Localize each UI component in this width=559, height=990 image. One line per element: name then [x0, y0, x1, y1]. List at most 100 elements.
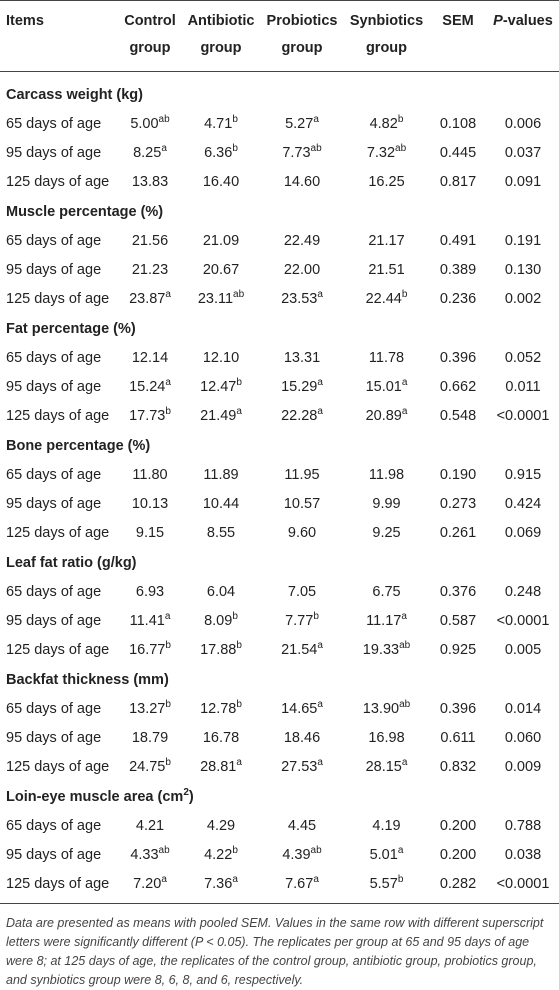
cell-value: 16.98 [368, 730, 405, 746]
table-cell: 0.662 [429, 373, 487, 402]
table-cell: 0.190 [429, 461, 487, 490]
table-cell: 0.611 [429, 724, 487, 753]
cell-value: 6.93 [135, 584, 165, 600]
column-header: SEM [429, 1, 487, 72]
cell-superscript: b [397, 114, 404, 126]
table-row: 65 days of age 6.93 6.04 7.05 6.75 0.376 0.248 [0, 578, 559, 607]
table-cell: 7.73ab [260, 139, 344, 168]
cell-value: 10.44 [202, 496, 240, 512]
table-cell: 13.83 [118, 168, 182, 197]
cell-value: 14.60 [283, 174, 321, 190]
row-label: 95 days of age [6, 379, 102, 395]
cell-superscript: a [401, 611, 407, 623]
table-cell: 0.014 [487, 695, 559, 724]
section-title-text: Muscle percentage (%) [6, 203, 164, 220]
table-cell: 12.14 [118, 344, 182, 373]
cell-value: 8.55 [206, 525, 236, 541]
table-cell: 11.17a [344, 607, 429, 636]
table-cell: 14.60 [260, 168, 344, 197]
column-header-text: P-values [493, 13, 553, 29]
table-cell: 0.052 [487, 344, 559, 373]
cell-value: 0.009 [504, 759, 542, 775]
table-cell: 8.09b [182, 607, 260, 636]
table-row: 65 days of age 11.80 11.89 11.95 11.98 0.190 0… [0, 461, 559, 490]
table-cell: 4.82b [344, 110, 429, 139]
cell-value: 0.248 [504, 584, 542, 600]
cell-value: 4.22 [204, 847, 233, 863]
table-cell: 21.56 [118, 227, 182, 256]
row-label: 95 days of age [6, 496, 102, 512]
table-row: 95 days of age 11.41a 8.09b 7.77b 11.17a 0.58… [0, 607, 559, 636]
column-header: Synbiotics group [344, 1, 429, 72]
table-cell: 9.60 [260, 519, 344, 548]
cell-superscript: ab [158, 114, 170, 126]
cell-value: 9.25 [372, 525, 401, 541]
cell-value: 0.396 [439, 350, 477, 366]
table-row: 125 days of age 9.15 8.55 9.60 9.25 0.261 0.06… [0, 519, 559, 548]
p-letter: P [493, 13, 503, 29]
cell-value: 11.89 [203, 467, 239, 483]
table-cell: 21.17 [344, 227, 429, 256]
section-title-text: Fat percentage (%) [6, 320, 136, 337]
table-cell: 16.25 [344, 168, 429, 197]
cell-value: 0.060 [504, 730, 542, 746]
cell-value: 11.17 [366, 613, 402, 629]
cell-value: 16.40 [202, 174, 240, 190]
cell-value: 5.27 [285, 116, 314, 132]
table-cell: 13.31 [260, 344, 344, 373]
cell-value: 11.80 [132, 467, 168, 483]
table-cell: 7.05 [260, 578, 344, 607]
cell-value: 0.236 [439, 291, 477, 307]
table-row: 125 days of age 24.75b 28.81a 27.53a 28.15a 0… [0, 753, 559, 782]
section-title: Backfat thickness (mm) [0, 665, 559, 695]
table-cell: 12.47b [182, 373, 260, 402]
cell-value: 23.87 [129, 291, 166, 307]
cell-value: 0.011 [505, 379, 541, 395]
table-cell: 28.15a [344, 753, 429, 782]
cell-value: 15.29 [281, 379, 318, 395]
cell-superscript: a [317, 640, 323, 652]
cell-value: 24.75 [129, 759, 166, 775]
cell-value: 10.57 [283, 496, 321, 512]
table-cell: 4.22b [182, 841, 260, 870]
table-cell: 27.53a [260, 753, 344, 782]
cell-value: 16.77 [129, 642, 166, 658]
cell-superscript: a [401, 377, 408, 389]
cell-value: 21.49 [200, 408, 237, 424]
table-cell: 0.108 [429, 110, 487, 139]
table-cell: 5.27a [260, 110, 344, 139]
cell-value: 0.052 [504, 350, 542, 366]
cell-superscript: b [397, 874, 404, 886]
cell-superscript: ab [399, 640, 411, 652]
table-row: 125 days of age 13.83 16.40 14.60 16.25 0.817… [0, 168, 559, 197]
table-row: 95 days of age 18.79 16.78 18.46 16.98 0.611 0… [0, 724, 559, 753]
table-cell: 21.49a [182, 402, 260, 431]
cell-value: 0.424 [504, 496, 542, 512]
cell-superscript: a [317, 406, 323, 418]
cell-value: 7.32 [366, 145, 396, 161]
cell-value: 21.54 [281, 642, 318, 658]
table-cell: 16.40 [182, 168, 260, 197]
table-cell: 5.57b [344, 869, 429, 904]
table-cell: 11.41a [118, 607, 182, 636]
cell-superscript: a [317, 757, 323, 769]
row-label: 125 days of age [6, 174, 110, 190]
cell-superscript: a [161, 874, 167, 886]
cell-superscript: a [313, 114, 319, 126]
table-cell: 5.01a [344, 841, 429, 870]
cell-value: 6.04 [206, 584, 236, 600]
section-header-row: Bone percentage (%) [0, 431, 559, 461]
cell-value: 0.915 [504, 467, 542, 483]
table-cell: 0.130 [487, 256, 559, 285]
column-header: Items [0, 1, 118, 72]
table-cell: 16.77b [118, 636, 182, 665]
table-cell: 12.10 [182, 344, 260, 373]
cell-value: 4.21 [135, 818, 165, 834]
cell-value: 22.00 [283, 262, 321, 278]
table-cell: <0.0001 [487, 869, 559, 904]
cell-value: 0.611 [440, 730, 476, 746]
column-header-text: Antibiotic [187, 13, 255, 29]
cell-value: 7.73 [282, 145, 311, 161]
cell-value: 15.01 [365, 379, 402, 395]
cell-value: 0.014 [504, 701, 542, 717]
